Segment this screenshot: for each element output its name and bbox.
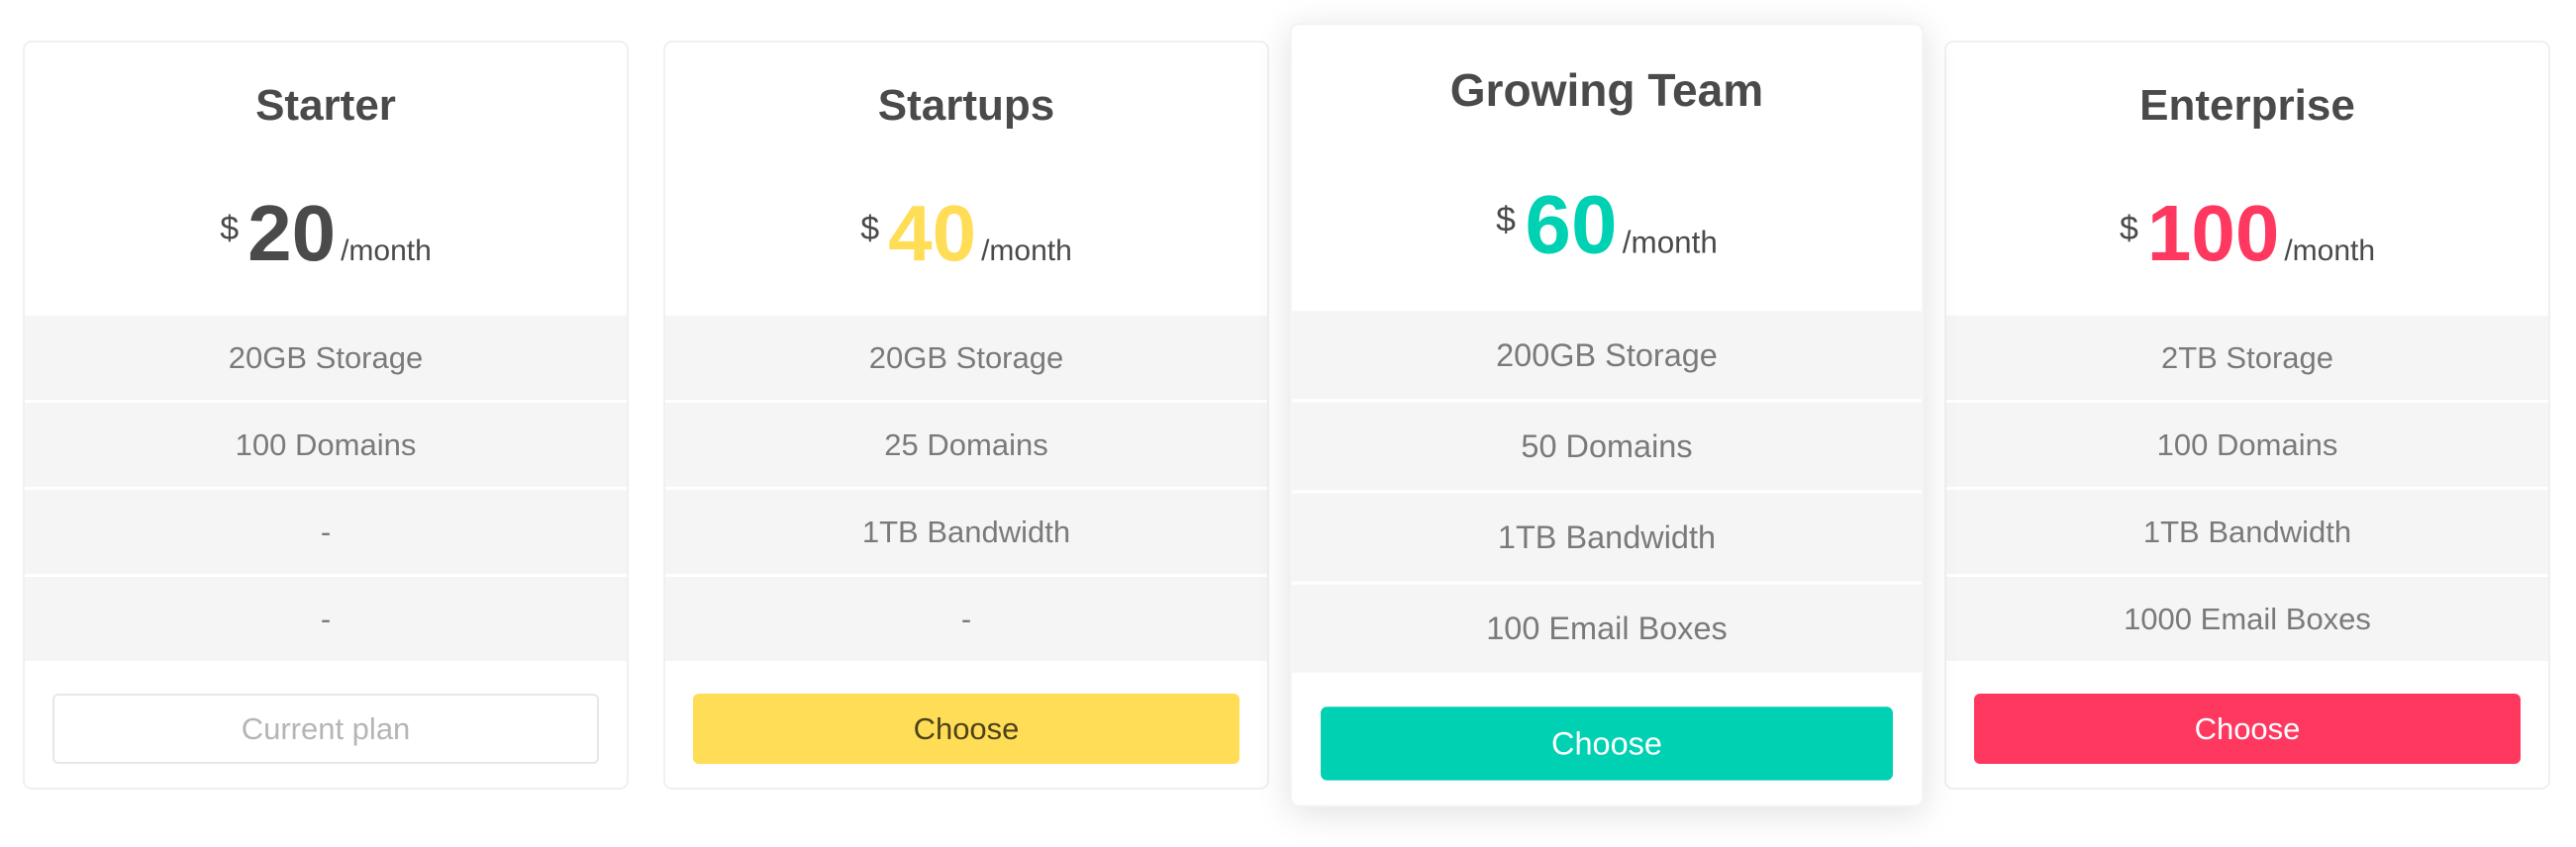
plan-header: Growing Team $ 60 /month: [1292, 25, 1923, 311]
current-plan-button[interactable]: Current plan: [52, 693, 599, 764]
feature-row: 20GB Storage: [665, 316, 1267, 400]
price-period: /month: [1622, 226, 1718, 260]
feature-row: -: [25, 490, 627, 574]
price-period: /month: [2284, 235, 2376, 267]
feature-row: 1000 Email Boxes: [1946, 577, 2548, 661]
price-currency: $: [1496, 200, 1516, 240]
feature-row: 100 Email Boxes: [1291, 584, 1923, 673]
price-amount: 100: [2146, 189, 2280, 277]
choose-button[interactable]: Choose: [1321, 706, 1893, 781]
plan-card-growing-team: Growing Team $ 60 /month 200GB Storage 5…: [1289, 23, 1925, 807]
feature-row: 50 Domains: [1291, 402, 1923, 491]
plan-header: Startups $ 40 /month: [665, 43, 1267, 316]
plan-features: 20GB Storage 100 Domains - -: [25, 316, 627, 661]
feature-row: 2TB Storage: [1946, 316, 2548, 400]
plan-title: Startups: [877, 81, 1055, 130]
plan-footer: Current plan: [25, 661, 627, 788]
feature-row: -: [25, 577, 627, 661]
feature-row: 1TB Bandwidth: [665, 490, 1267, 574]
plan-footer: Choose: [1292, 673, 1923, 805]
feature-row: 25 Domains: [665, 403, 1267, 487]
choose-button[interactable]: Choose: [693, 693, 1239, 764]
plan-card-starter: Starter $ 20 /month 20GB Storage 100 Dom…: [23, 41, 629, 790]
plan-footer: Choose: [1946, 661, 2548, 788]
plan-price: $ 20 /month: [25, 189, 627, 277]
choose-button[interactable]: Choose: [1974, 693, 2521, 764]
price-currency: $: [2119, 210, 2138, 247]
plan-card-enterprise: Enterprise $ 100 /month 2TB Storage 100 …: [1944, 41, 2550, 790]
plan-header: Enterprise $ 100 /month: [1946, 43, 2548, 316]
feature-row: 1TB Bandwidth: [1946, 490, 2548, 574]
plan-features: 20GB Storage 25 Domains 1TB Bandwidth -: [665, 316, 1267, 661]
price-period: /month: [981, 235, 1072, 267]
feature-row: -: [665, 577, 1267, 661]
price-currency: $: [220, 210, 240, 247]
plan-price: $ 40 /month: [665, 189, 1267, 277]
plan-card-startups: Startups $ 40 /month 20GB Storage 25 Dom…: [663, 41, 1269, 790]
pricing-table: Starter $ 20 /month 20GB Storage 100 Dom…: [23, 23, 2550, 807]
feature-row: 1TB Bandwidth: [1291, 493, 1923, 582]
plan-header: Starter $ 20 /month: [25, 43, 627, 316]
plan-features: 200GB Storage 50 Domains 1TB Bandwidth 1…: [1291, 311, 1923, 673]
feature-row: 100 Domains: [25, 403, 627, 487]
price-amount: 20: [248, 189, 337, 277]
plan-features: 2TB Storage 100 Domains 1TB Bandwidth 10…: [1946, 316, 2548, 661]
price-period: /month: [341, 235, 432, 267]
feature-row: 100 Domains: [1946, 403, 2548, 487]
plan-title: Starter: [255, 81, 396, 130]
feature-row: 20GB Storage: [25, 316, 627, 400]
plan-title: Growing Team: [1449, 65, 1764, 117]
plan-footer: Choose: [665, 661, 1267, 788]
plan-price: $ 60 /month: [1292, 178, 1923, 271]
price-amount: 60: [1525, 178, 1618, 271]
plan-title: Enterprise: [2139, 81, 2355, 130]
plan-price: $ 100 /month: [1946, 189, 2548, 277]
feature-row: 200GB Storage: [1291, 311, 1923, 400]
price-amount: 40: [888, 189, 977, 277]
price-currency: $: [860, 210, 880, 247]
